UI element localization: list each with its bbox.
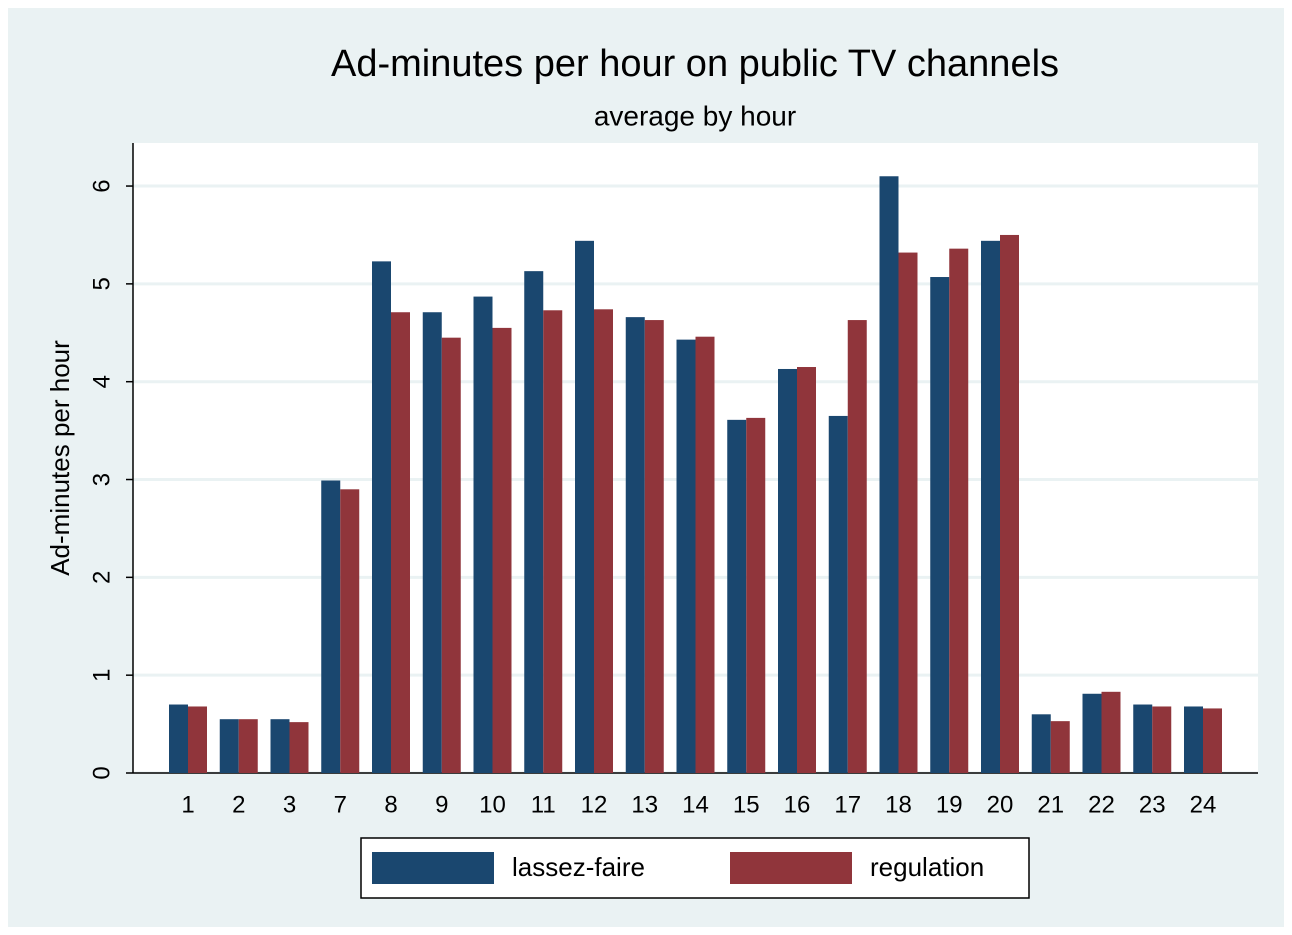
bar (1203, 708, 1222, 773)
x-tick-label: 10 (479, 791, 506, 818)
x-tick-label: 3 (283, 791, 296, 818)
bar (1101, 691, 1121, 773)
bar (169, 704, 188, 773)
bar (949, 248, 969, 774)
bar (930, 277, 950, 773)
bar (828, 415, 848, 773)
y-tick-label: 3 (88, 473, 115, 486)
x-tick-label: 7 (334, 791, 347, 818)
x-tick-label: 17 (834, 791, 861, 818)
x-tick-label: 15 (733, 791, 760, 818)
bar (422, 312, 442, 773)
x-tick-label: 19 (936, 791, 963, 818)
bar (879, 176, 899, 773)
x-tick-label: 18 (885, 791, 912, 818)
bar (1133, 704, 1153, 773)
legend-label: regulation (870, 852, 984, 882)
x-tick-label: 13 (631, 791, 658, 818)
y-tick-label: 0 (88, 766, 115, 779)
y-tick-label: 6 (88, 179, 115, 192)
chart-subtitle: average by hour (594, 100, 796, 131)
bar (1184, 706, 1203, 773)
bar (594, 309, 613, 773)
bar (1152, 706, 1172, 773)
bar (473, 296, 493, 773)
bar (492, 327, 512, 773)
bar (372, 261, 391, 773)
chart-title: Ad-minutes per hour on public TV channel… (331, 43, 1059, 85)
x-tick-label: 1 (181, 791, 194, 818)
bar (391, 312, 410, 773)
bar (340, 489, 360, 773)
x-tick-label: 12 (581, 791, 608, 818)
bar (321, 480, 341, 773)
x-tick-label: 20 (987, 791, 1014, 818)
bar (238, 719, 258, 773)
y-tick-label: 1 (88, 668, 115, 681)
x-tick-label: 24 (1190, 791, 1217, 818)
y-axis-label: Ad-minutes per hour (45, 340, 75, 576)
x-tick-label: 14 (682, 791, 709, 818)
bar (524, 271, 544, 773)
bar (797, 367, 816, 773)
bar (289, 722, 309, 773)
x-tick-label: 21 (1037, 791, 1064, 818)
x-tick-label: 11 (531, 791, 556, 818)
bar (188, 706, 207, 773)
legend-swatch (730, 852, 852, 884)
bar (898, 252, 918, 774)
bar (543, 310, 563, 773)
bar (676, 339, 696, 773)
bar (1050, 721, 1070, 773)
bar (727, 419, 747, 773)
bar (778, 368, 797, 773)
x-tick-label: 22 (1088, 791, 1115, 818)
bar (1031, 714, 1051, 773)
x-tick-label: 23 (1139, 791, 1166, 818)
x-tick-label: 8 (384, 791, 397, 818)
bar (219, 719, 239, 773)
bar (1082, 693, 1102, 773)
bar (847, 320, 867, 773)
bar (746, 417, 766, 773)
bar (575, 240, 594, 774)
legend-label: lassez-faire (512, 852, 645, 882)
bar (441, 337, 461, 773)
legend-swatch (372, 852, 494, 884)
bar (625, 317, 645, 773)
x-tick-label: 16 (784, 791, 811, 818)
x-tick-label: 2 (232, 791, 245, 818)
bar (270, 719, 290, 773)
bar (695, 336, 715, 773)
bar (981, 240, 1000, 774)
y-tick-label: 2 (88, 571, 115, 584)
bar (644, 320, 664, 773)
y-tick-label: 4 (88, 375, 115, 388)
bar (1000, 234, 1019, 773)
x-tick-label: 9 (435, 791, 448, 818)
y-tick-label: 5 (88, 277, 115, 290)
